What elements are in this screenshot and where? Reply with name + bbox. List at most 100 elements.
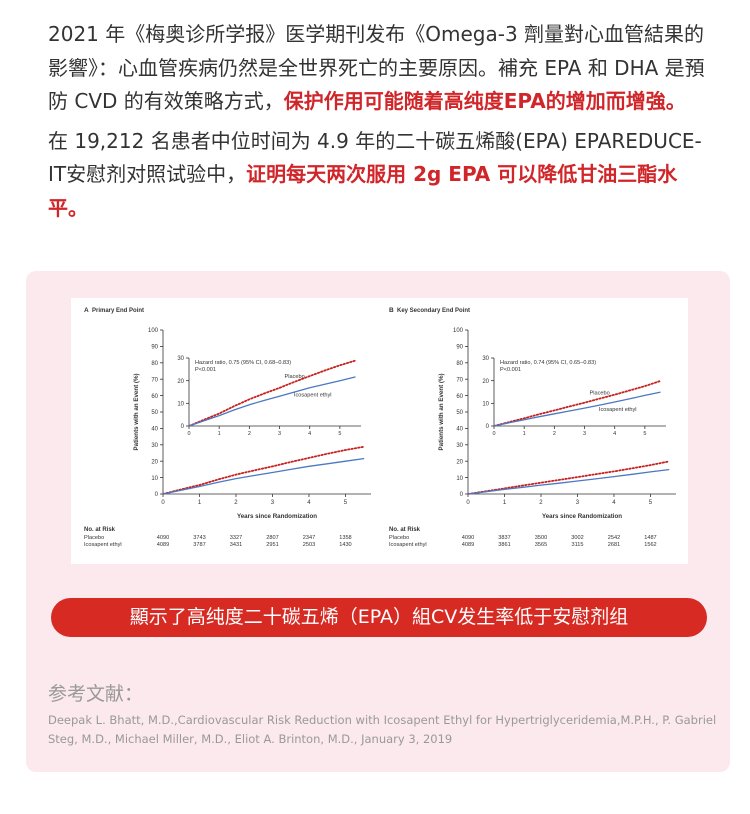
at-risk-value: 1562 [644,542,656,548]
inset-x-tick-label: 2 [553,431,556,437]
y-tick-label: 10 [151,476,158,482]
inset-background [495,354,669,425]
at-risk-value: 1487 [644,535,656,541]
at-risk-value: 2347 [303,535,315,541]
at-risk-table: No. at Risk Placebo 4090 3837 3500 3002 2542 14… [389,527,657,548]
at-risk-row-label: Icosapent ethyl [389,542,427,548]
y-tick-label: 100 [453,328,464,334]
inset-y-tick-label: 0 [181,424,185,430]
y-axis-label: Patients with an Event (%) [438,373,445,450]
inset-x-tick-label: 4 [613,431,616,437]
at-risk-heading: No. at Risk [389,527,421,533]
panel-label: A [84,307,89,314]
inset-placebo-line [493,380,661,427]
p-value-text: P<0.001 [500,367,521,373]
x-tick-label: 1 [503,500,507,506]
y-tick-label: 40 [151,427,158,433]
at-risk-value: 3787 [193,542,205,548]
y-tick-label: 70 [456,377,463,383]
inset-y-tick-label: 20 [177,379,184,385]
y-tick-label: 80 [456,361,463,367]
at-risk-value: 3743 [193,535,205,541]
at-risk-row-label: Placebo [84,535,104,541]
at-risk-value: 3861 [498,542,510,548]
y-tick-label: 90 [456,345,463,351]
at-risk-heading: No. at Risk [84,527,116,533]
inset-x-tick-label: 5 [338,431,341,437]
intro-highlight-1: 保护作用可能随着高纯度EPA的增加而增強。 [283,89,686,113]
y-tick-label: 30 [456,443,463,449]
x-tick-label: 4 [307,500,311,506]
at-risk-value: 2542 [608,535,620,541]
y-tick-label: 70 [151,377,158,383]
at-risk-value: 3327 [230,535,242,541]
at-risk-value: 2807 [266,535,278,541]
inset-plot: 0 10 20 30 0 1 2 3 4 5 Hazard ratio, 0.75 (95% CI,… [177,354,364,437]
x-tick-label: 5 [649,500,653,506]
y-tick-label: 10 [456,476,463,482]
x-tick-label: 5 [344,500,348,506]
intro-text: 2021 年《梅奥诊所学报》医学期刊发布《Omega-3 劑量對心血管結果的影響… [48,18,708,231]
inset-x-tick-label: 3 [278,431,281,437]
y-axis-label: Patients with an Event (%) [133,373,140,450]
intro-paragraph-1: 2021 年《梅奥诊所学报》医学期刊发布《Omega-3 劑量對心血管結果的影響… [48,18,708,119]
y-tick-label: 30 [151,443,158,449]
inset-y-tick-label: 30 [177,356,184,362]
panel-title: Primary End Point [92,308,144,314]
inset-x-tick-label: 2 [248,431,251,437]
at-risk-value: 4089 [462,542,474,548]
chart-figure: A Primary End Point 0 10 20 30 40 50 60 70 80 90 100… [71,298,688,564]
y-tick-label: 0 [460,492,464,498]
x-tick-label: 2 [234,500,238,506]
at-risk-value: 4089 [157,542,169,548]
at-risk-value: 4090 [157,535,169,541]
intro-text-1: 2021 年《梅奥诊所学报》医学期刊发布《Omega-3 劑量對心血管結果的影響… [48,22,705,113]
y-tick-label: 50 [151,410,158,416]
inset-x-tick-label: 1 [218,431,221,437]
inset-y-tick-label: 10 [482,402,489,408]
y-tick-label: 40 [456,427,463,433]
icosapent-line [467,468,670,495]
at-risk-value: 3837 [498,535,510,541]
y-tick-label: 90 [151,345,158,351]
p-value-text: P<0.001 [195,367,216,373]
result-banner: 顯示了高纯度二十碳五烯（EPA）組CV发生率低于安慰剂组 [51,598,707,637]
x-axis-label: Years since Randomization [542,513,622,520]
x-tick-label: 0 [161,500,165,506]
y-tick-label: 100 [148,328,159,334]
reference-heading: 参考文献： [48,683,144,705]
placebo-line [162,445,365,495]
inset-y-tick-label: 30 [482,356,489,362]
inset-y-tick-label: 20 [482,379,489,385]
at-risk-row-label: Placebo [389,535,409,541]
x-tick-label: 2 [539,500,543,506]
y-tick-label: 20 [456,459,463,465]
at-risk-value: 3565 [535,542,547,548]
hazard-ratio-text: Hazard ratio, 0.75 (95% CI, 0.68–0.83) [195,360,291,366]
hazard-ratio-text: Hazard ratio, 0.74 (95% CI, 0.65–0.83) [500,360,596,366]
at-risk-value: 1358 [339,535,351,541]
inset-x-tick-label: 4 [308,431,311,437]
inset-plot: 0 10 20 30 0 1 2 3 4 5 Hazard ratio, 0.74 (95% CI,… [482,354,669,437]
inset-x-tick-label: 0 [492,431,495,437]
panel-title: Key Secondary End Point [397,308,470,314]
inset-icosapent-label: Icosapent ethyl [599,407,637,413]
at-risk-value: 1430 [339,542,351,548]
at-risk-value: 2681 [608,542,620,548]
inset-y-tick-label: 0 [486,424,490,430]
at-risk-value: 3431 [230,542,242,548]
inset-icosapent-line [188,376,356,427]
at-risk-row-label: Icosapent ethyl [84,542,122,548]
x-tick-label: 3 [271,500,275,506]
inset-placebo-line [188,359,356,427]
at-risk-value: 2503 [303,542,315,548]
at-risk-value: 3500 [535,535,547,541]
inset-placebo-label: Placebo [285,374,305,380]
intro-text-2: 在 19,212 名患者中位时间为 4.9 年的二十碳五烯酸(EPA) EPAR… [48,128,702,187]
at-risk-value: 3115 [571,542,583,548]
icosapent-line [162,457,365,495]
at-risk-value: 3002 [571,535,583,541]
y-tick-label: 0 [155,492,159,498]
y-tick-label: 50 [456,410,463,416]
intro-paragraph-2: 在 19,212 名患者中位时间为 4.9 年的二十碳五烯酸(EPA) EPAR… [48,125,708,226]
